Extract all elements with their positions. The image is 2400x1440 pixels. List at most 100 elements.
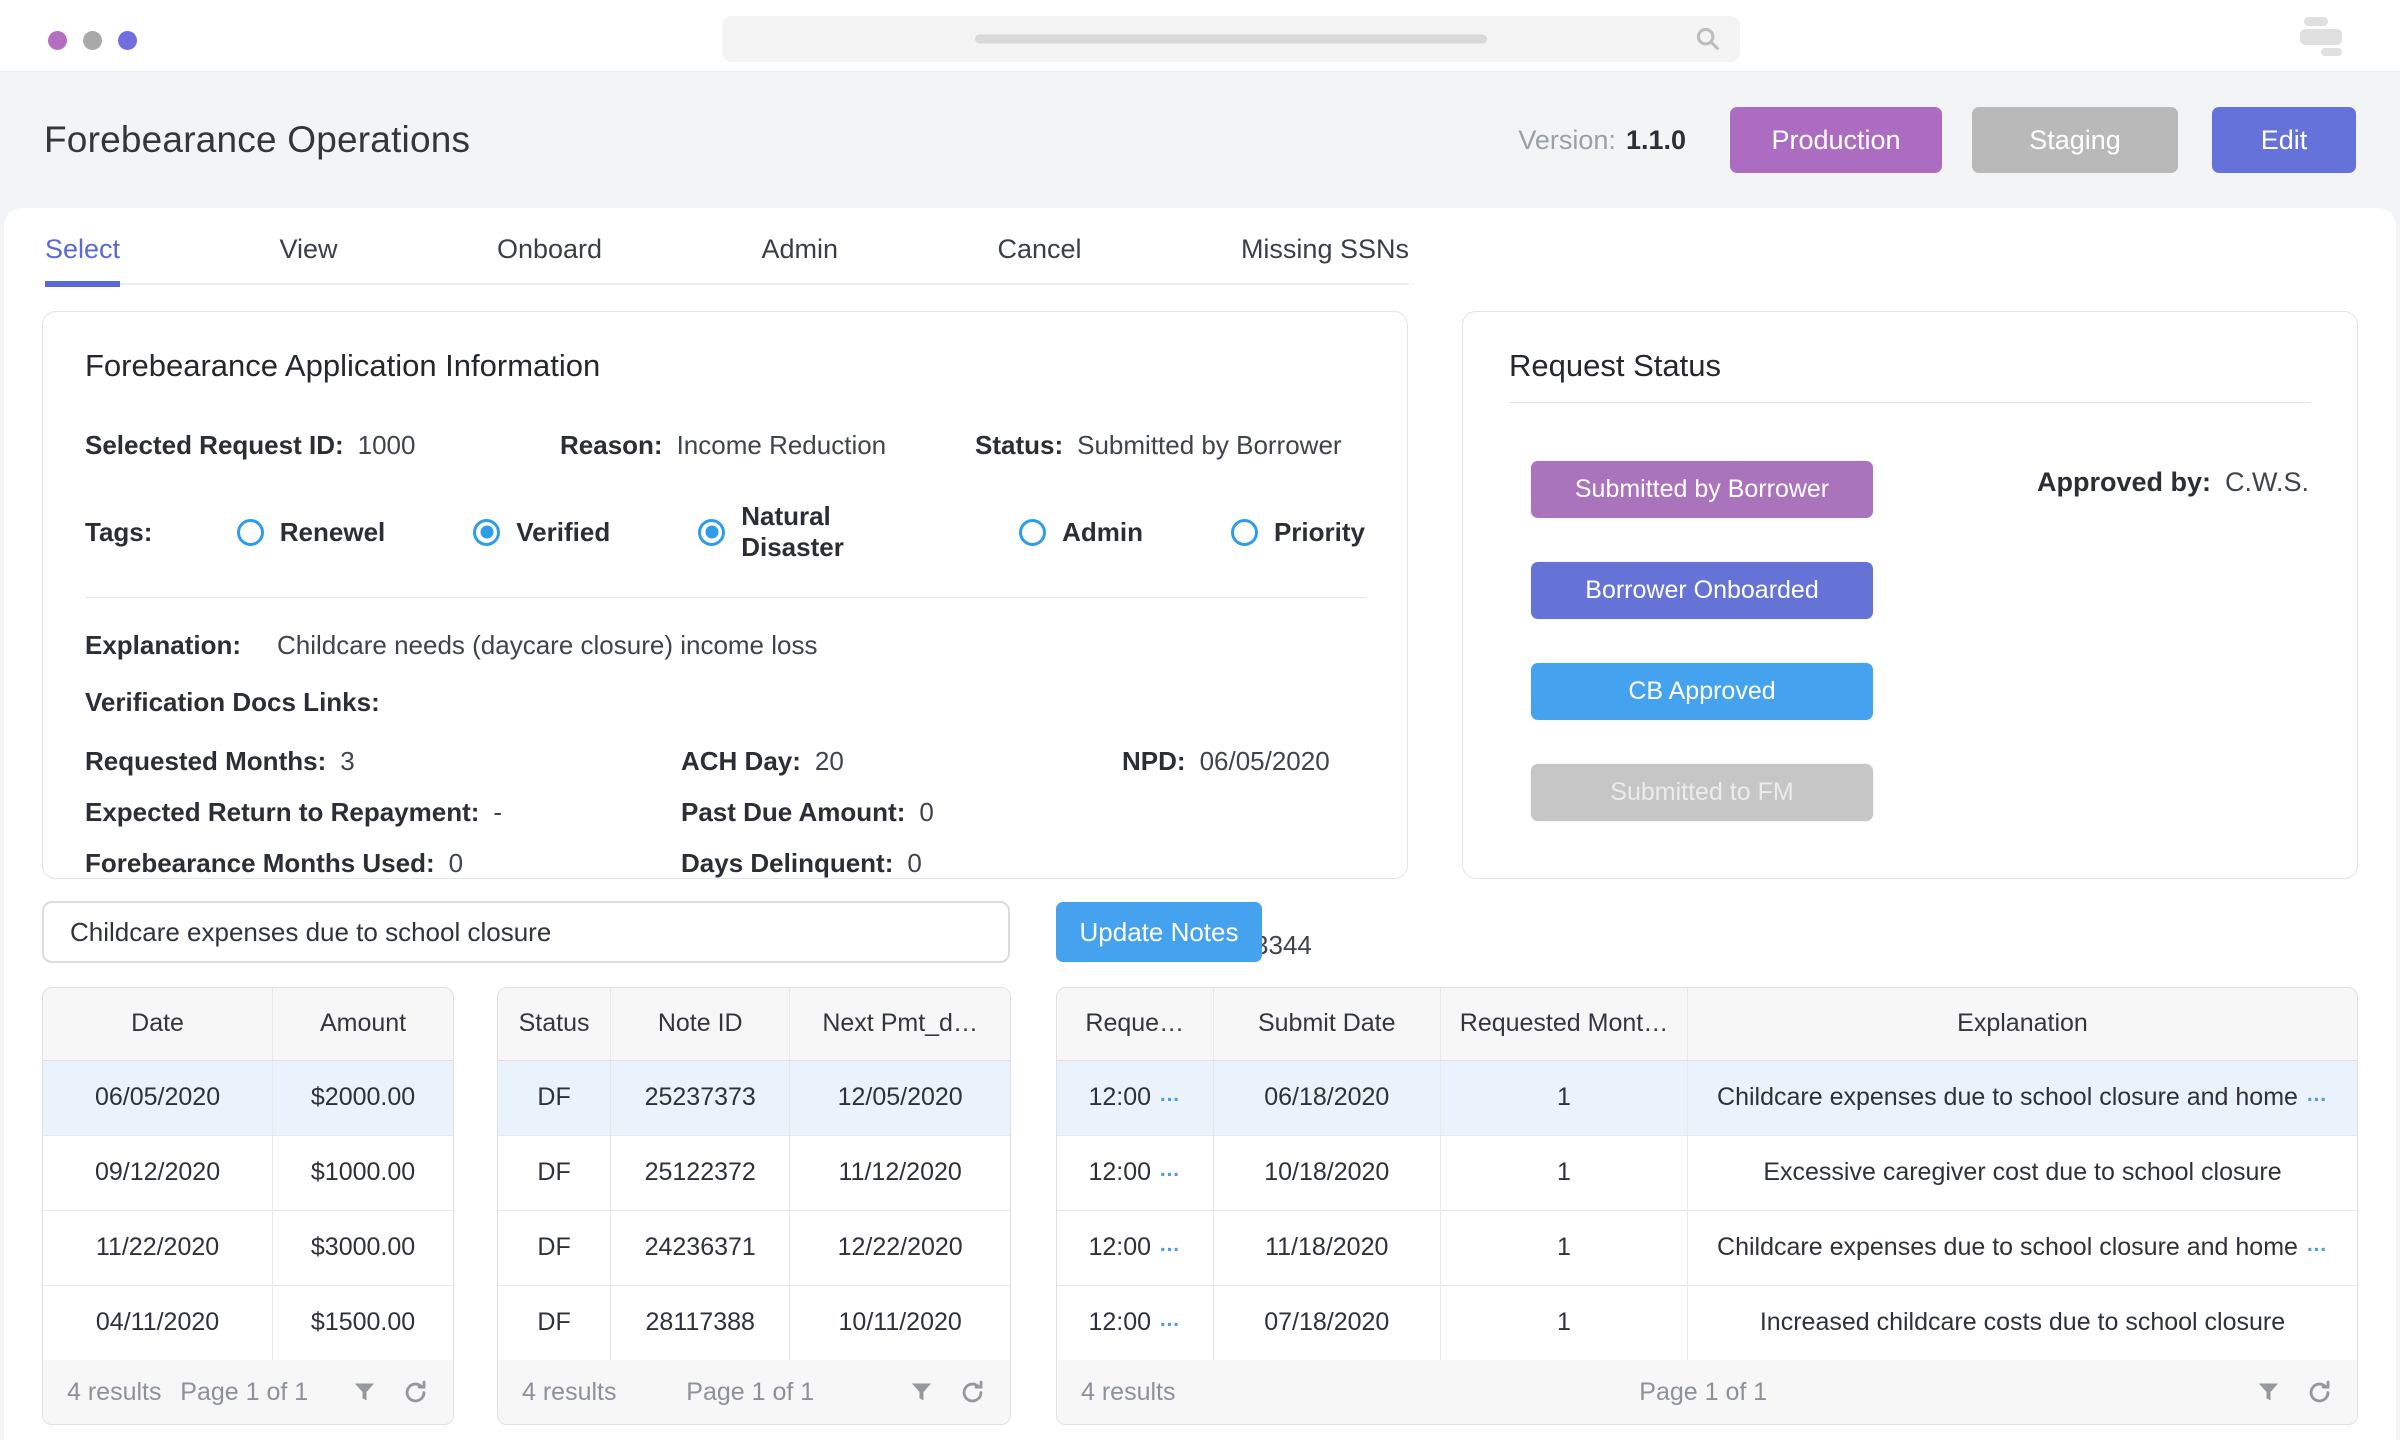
- tag-radio-priority[interactable]: Priority: [1230, 517, 1365, 548]
- table-footer: 4 results Page 1 of 1: [43, 1360, 453, 1424]
- tab-onboard[interactable]: Onboard: [496, 234, 603, 264]
- content-panel: Select View Onboard Admin Cancel Missing…: [4, 208, 2396, 1440]
- column-header[interactable]: Status: [498, 988, 612, 1061]
- window-dot-gray-icon[interactable]: [83, 31, 102, 50]
- status-step-submitted-to-fm[interactable]: Submitted to FM: [1531, 764, 1873, 821]
- table-row[interactable]: 12:00… 10/18/2020 1 Excessive caregiver …: [1057, 1135, 2357, 1211]
- column-header[interactable]: Requested Mont…: [1440, 988, 1688, 1061]
- tab-bar: Select View Onboard Admin Cancel Missing…: [45, 234, 1409, 287]
- page-indicator: Page 1 of 1: [1639, 1377, 1768, 1406]
- truncation-ellipsis: …: [2305, 1233, 2328, 1256]
- version-value: 1.1.0: [1625, 124, 1686, 155]
- radio-icon[interactable]: [236, 518, 264, 546]
- search-placeholder-line: [975, 34, 1487, 44]
- radio-icon[interactable]: [1230, 518, 1258, 546]
- table-row[interactable]: DF 25122372 11/12/2020: [498, 1135, 1010, 1211]
- toasts-menu-icon[interactable]: [2300, 17, 2364, 57]
- table-row[interactable]: 04/11/2020 $1500.00: [43, 1285, 453, 1360]
- field-days-delinquent: Days Delinquent: 0: [681, 848, 922, 878]
- radio-icon[interactable]: [473, 518, 501, 546]
- application-info-title: Forebearance Application Information: [85, 348, 601, 383]
- column-header[interactable]: Reque…: [1057, 988, 1214, 1061]
- truncation-ellipsis: …: [1159, 1308, 1182, 1332]
- tag-radio-renewel[interactable]: Renewel: [236, 517, 385, 548]
- window-dot-purple-icon[interactable]: [48, 31, 67, 50]
- column-header[interactable]: Note ID: [610, 988, 791, 1061]
- results-count: 4 results: [522, 1377, 617, 1406]
- edit-button[interactable]: Edit: [2212, 107, 2356, 173]
- tab-cancel[interactable]: Cancel: [997, 234, 1082, 264]
- table-row[interactable]: 11/22/2020 $3000.00: [43, 1210, 453, 1286]
- tag-radio-natural-disaster[interactable]: Natural Disaster: [698, 501, 931, 563]
- tag-radio-verified[interactable]: Verified: [473, 517, 610, 548]
- column-header[interactable]: Amount: [272, 988, 453, 1061]
- requests-table: Reque… Submit Date Requested Mont… Expla…: [1056, 987, 2358, 1425]
- field-months-used: Forebearance Months Used: 0: [85, 848, 464, 878]
- table-row[interactable]: 12:00… 07/18/2020 1 Increased childcare …: [1057, 1285, 2357, 1360]
- request-status-title: Request Status: [1509, 348, 1721, 383]
- window-chrome-bar: [0, 0, 2400, 72]
- truncation-ellipsis: …: [1159, 1083, 1182, 1106]
- results-count: 4 results: [67, 1377, 162, 1406]
- tag-radio-admin[interactable]: Admin: [1019, 517, 1143, 548]
- window-dot-indigo-icon[interactable]: [118, 31, 137, 50]
- table-row[interactable]: DF 28117388 10/11/2020: [498, 1285, 1010, 1360]
- filter-icon[interactable]: [351, 1379, 378, 1406]
- truncation-ellipsis: …: [1159, 1233, 1182, 1256]
- production-button[interactable]: Production: [1730, 107, 1942, 173]
- loan-notes-table: Status Note ID Next Pmt_d… DF 25237373 12/…: [497, 987, 1011, 1425]
- status-step-borrower-onboarded[interactable]: Borrower Onboarded: [1531, 562, 1873, 619]
- truncation-ellipsis: …: [1159, 1158, 1182, 1181]
- table-row[interactable]: 12:00… 06/18/2020 1 Childcare expenses d…: [1057, 1060, 2357, 1136]
- approved-by: Approved by: C.W.S.: [2036, 467, 2309, 497]
- version-label: Version:: [1518, 124, 1616, 155]
- table-row[interactable]: DF 24236371 12/22/2020: [498, 1210, 1010, 1286]
- radio-icon[interactable]: [698, 518, 726, 546]
- application-info-card: Forebearance Application Information Sel…: [42, 311, 1408, 960]
- notes-input[interactable]: Childcare expenses due to school closure: [42, 901, 1010, 963]
- field-explanation: Explanation: Childcare needs (daycare clo…: [85, 630, 818, 660]
- field-expected-return: Expected Return to Repayment: -: [85, 797, 503, 827]
- payments-table: Date Amount 06/05/2020 $2000.00 09/12/202…: [42, 987, 454, 1425]
- column-header[interactable]: Date: [43, 988, 274, 1061]
- card-divider: [1509, 402, 2311, 403]
- column-header[interactable]: Next Pmt_d…: [789, 988, 1010, 1061]
- tab-missing-ssns[interactable]: Missing SSNs: [1240, 234, 1409, 264]
- table-row[interactable]: 06/05/2020 $2000.00: [43, 1060, 453, 1136]
- field-verification-docs: Verification Docs Links:: [85, 687, 380, 717]
- table-row[interactable]: 09/12/2020 $1000.00: [43, 1135, 453, 1211]
- update-notes-button[interactable]: Update Notes: [1056, 902, 1262, 962]
- truncation-ellipsis: …: [2305, 1083, 2328, 1106]
- radio-icon[interactable]: [1019, 518, 1047, 546]
- column-header[interactable]: Submit Date: [1213, 988, 1441, 1061]
- table-row[interactable]: 12:00… 11/18/2020 1 Childcare expenses d…: [1057, 1210, 2357, 1286]
- filter-icon[interactable]: [2255, 1379, 2282, 1406]
- refresh-icon[interactable]: [402, 1379, 429, 1406]
- staging-button[interactable]: Staging: [1972, 107, 2178, 173]
- refresh-icon[interactable]: [2306, 1379, 2333, 1406]
- tab-admin[interactable]: Admin: [761, 234, 839, 264]
- refresh-icon[interactable]: [959, 1379, 986, 1406]
- status-step-submitted-by-borrower[interactable]: Submitted by Borrower: [1531, 461, 1873, 518]
- table-row[interactable]: DF 25237373 12/05/2020: [498, 1060, 1010, 1136]
- card-divider: [85, 597, 1365, 598]
- page-title: Forebearance Operations: [44, 119, 471, 160]
- table-footer: 4 results Page 1 of 1: [1057, 1360, 2357, 1424]
- tab-select[interactable]: Select: [45, 234, 121, 287]
- column-header[interactable]: Explanation: [1687, 988, 2357, 1061]
- tags-row: Tags: Renewel Verified Natural Disaster: [85, 501, 1365, 563]
- window-controls: [48, 31, 137, 50]
- field-past-due: Past Due Amount: 0: [681, 797, 934, 827]
- field-ach-day: ACH Day: 20: [681, 746, 844, 776]
- field-requested-months: Requested Months: 3: [85, 746, 355, 776]
- page-indicator: Page 1 of 1: [686, 1377, 815, 1406]
- status-step-cb-approved[interactable]: CB Approved: [1531, 663, 1873, 720]
- tab-view[interactable]: View: [279, 234, 338, 264]
- tags-label: Tags:: [85, 516, 153, 547]
- results-count: 4 results: [1081, 1377, 1176, 1406]
- address-search-bar[interactable]: [722, 16, 1740, 62]
- request-status-card: Request Status Submitted by Borrower Bor…: [1462, 311, 2358, 879]
- filter-icon[interactable]: [908, 1379, 935, 1406]
- table-footer: 4 results Page 1 of 1: [498, 1360, 1010, 1424]
